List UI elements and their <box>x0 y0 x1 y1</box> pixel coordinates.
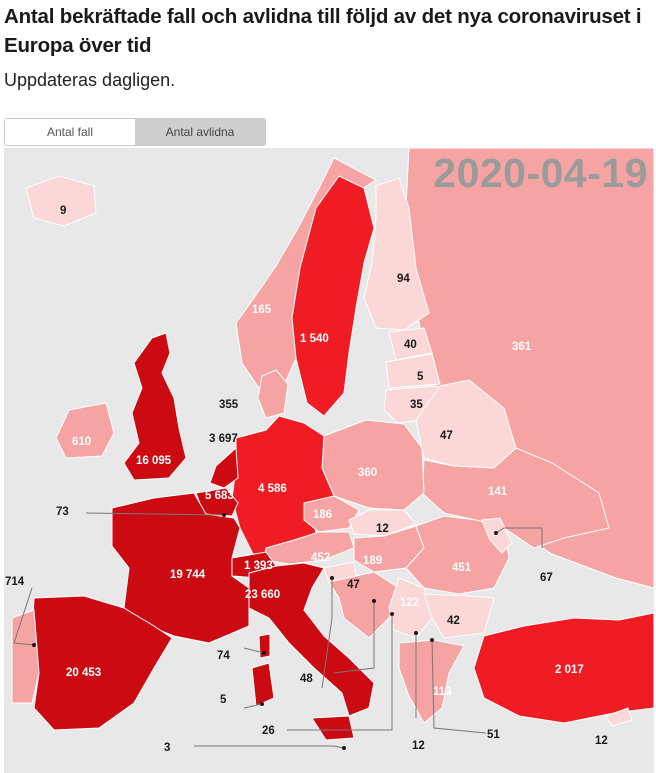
label-hungary: 189 <box>363 555 382 567</box>
label-malta: 3 <box>164 742 170 754</box>
country-czechia[interactable] <box>303 495 360 533</box>
country-turkey[interactable] <box>473 612 654 724</box>
page-title: Antal bekräftade fall och avlidna till f… <box>4 5 642 57</box>
country-denmark[interactable] <box>257 369 289 419</box>
label-turkey: 2 017 <box>555 664 584 676</box>
label-romania: 451 <box>452 562 472 574</box>
label-poland: 360 <box>358 467 377 479</box>
label-san-marino: 48 <box>300 673 313 685</box>
label-denmark: 355 <box>219 399 239 411</box>
label-belarus: 47 <box>440 430 453 442</box>
label-slovakia: 12 <box>376 523 389 535</box>
country-cyprus[interactable] <box>605 707 633 727</box>
country-ukraine[interactable] <box>421 447 610 549</box>
label-netherlands: 3 697 <box>209 433 238 445</box>
label-italy: 23 660 <box>245 589 280 601</box>
tab-deaths[interactable]: Antal avlidna <box>135 119 265 145</box>
label-ukraine: 141 <box>488 486 508 498</box>
label-norway: 165 <box>252 304 272 316</box>
metric-tabs: Antal fall Antal avlidna <box>4 118 266 146</box>
country-slovakia[interactable] <box>348 509 417 537</box>
label-luxembourg: 73 <box>56 506 69 518</box>
label-france: 19 744 <box>170 569 206 581</box>
island-sicily <box>311 715 355 741</box>
label-north-macedonia: 51 <box>487 729 500 741</box>
map-date: 2020-04-19 <box>433 150 648 196</box>
label-estonia: 40 <box>404 339 417 351</box>
label-cyprus: 12 <box>595 735 608 747</box>
country-croatia[interactable] <box>328 571 400 639</box>
label-bosnia: 26 <box>262 725 275 737</box>
label-sweden: 1 540 <box>300 333 329 345</box>
label-uk: 16 095 <box>136 455 172 467</box>
label-moldova: 67 <box>540 572 553 584</box>
country-uk[interactable] <box>123 332 187 481</box>
country-ireland[interactable] <box>55 402 115 459</box>
map-svg: 9 165 1 540 94 361 40 5 35 47 355 3 697 … <box>5 148 654 754</box>
country-portugal[interactable] <box>11 609 40 704</box>
label-ireland: 610 <box>72 436 91 448</box>
country-romania[interactable] <box>405 515 510 595</box>
label-montenegro: 12 <box>412 740 425 752</box>
label-germany: 4 586 <box>258 483 287 495</box>
label-croatia: 122 <box>400 597 419 609</box>
country-italy[interactable] <box>248 562 375 717</box>
country-moldova[interactable] <box>481 517 513 554</box>
label-monaco: 74 <box>217 650 230 662</box>
country-estonia[interactable] <box>388 327 433 361</box>
label-belgium: 5 683 <box>205 490 234 502</box>
country-iceland[interactable] <box>25 175 97 227</box>
page-subtitle: Uppdateras dagligen. <box>4 70 176 90</box>
country-sweden[interactable] <box>291 175 375 417</box>
label-greece: 113 <box>433 686 452 698</box>
island-sardinia <box>251 662 275 707</box>
label-iceland: 9 <box>60 205 66 217</box>
label-finland: 94 <box>397 273 410 285</box>
country-latvia[interactable] <box>385 353 441 389</box>
country-bulgaria[interactable] <box>423 593 495 639</box>
label-austria: 452 <box>311 552 330 564</box>
label-bulgaria: 42 <box>447 615 460 627</box>
label-portugal: 714 <box>5 576 25 588</box>
country-poland[interactable] <box>321 419 425 511</box>
label-russia: 361 <box>512 341 532 353</box>
label-andorra: 5 <box>220 694 227 706</box>
label-lithuania: 35 <box>410 399 423 411</box>
europe-map: 9 165 1 540 94 361 40 5 35 47 355 3 697 … <box>4 148 654 773</box>
tab-cases[interactable]: Antal fall <box>5 119 135 145</box>
leader-lines <box>13 512 543 749</box>
country-greece[interactable] <box>398 639 465 724</box>
leader-dots <box>32 513 498 750</box>
country-netherlands[interactable] <box>209 446 239 489</box>
label-switzerland: 1 393 <box>244 560 273 572</box>
label-slovenia: 47 <box>347 579 360 591</box>
label-spain: 20 453 <box>66 667 101 679</box>
label-czechia: 186 <box>313 509 332 521</box>
label-latvia: 5 <box>417 371 424 383</box>
